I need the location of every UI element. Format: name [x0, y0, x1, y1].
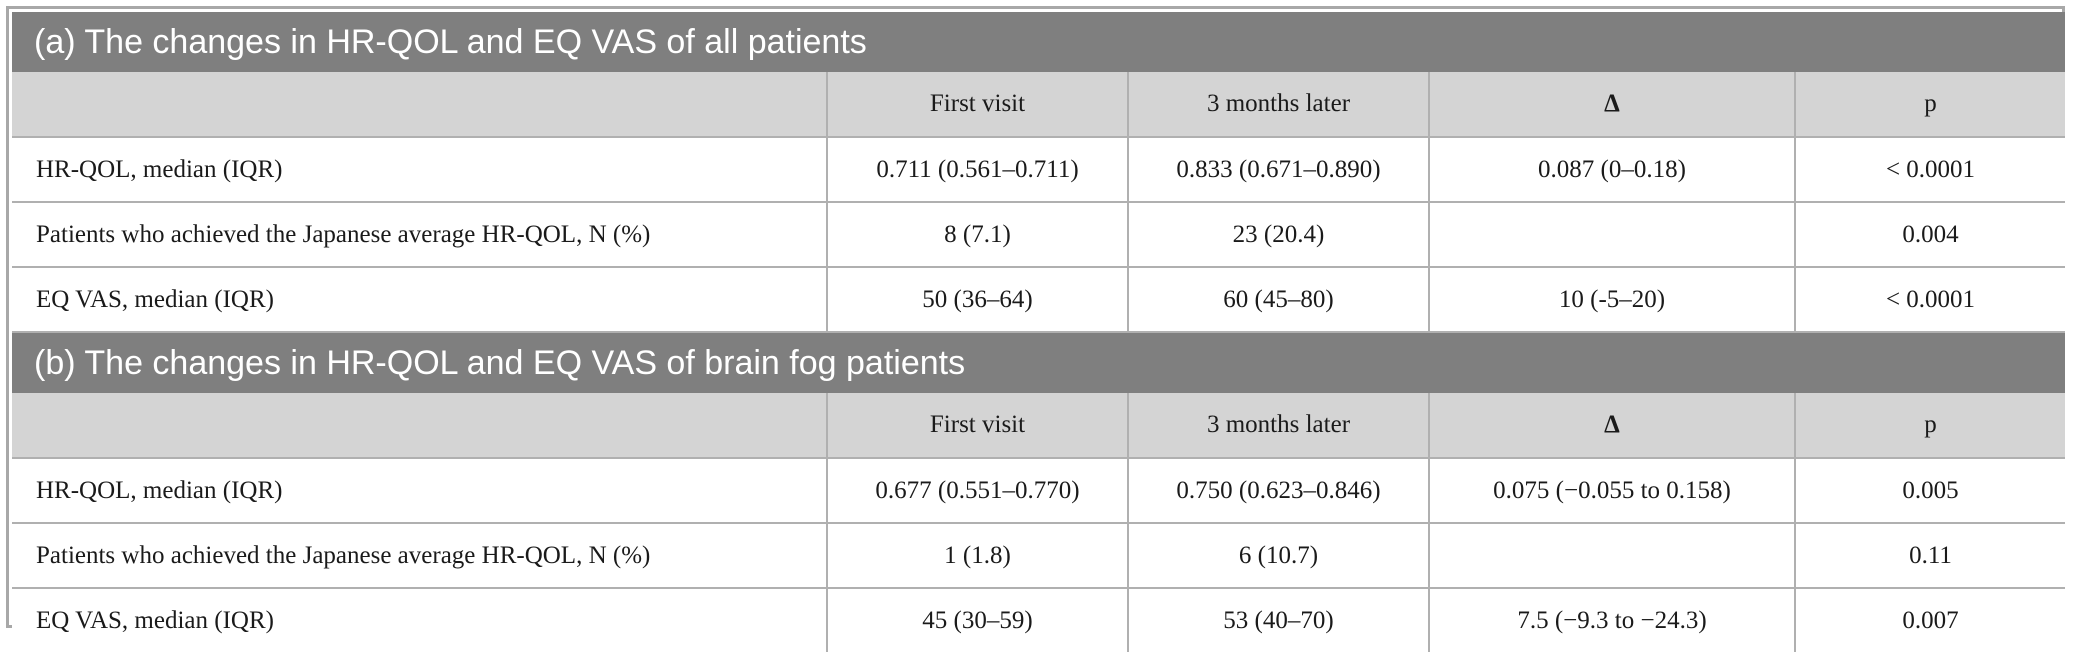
section-a-header-row: First visit 3 months later Δ p: [12, 72, 2066, 138]
row-label: Patients who achieved the Japanese avera…: [12, 202, 828, 268]
column-header: [12, 393, 828, 459]
column-header-3-months: 3 months later: [1128, 393, 1430, 459]
results-table: (a) The changes in HR-QOL and EQ VAS of …: [12, 12, 2066, 652]
row-label: HR-QOL, median (IQR): [12, 137, 828, 203]
section-a-title-row: (a) The changes in HR-QOL and EQ VAS of …: [12, 12, 2066, 72]
table-cell: 6 (10.7): [1128, 523, 1430, 589]
table-row: EQ VAS, median (IQR) 45 (30–59) 53 (40–7…: [12, 588, 2066, 652]
table-cell: 7.5 (−9.3 to −24.3): [1429, 588, 1796, 652]
table-cell: 0.007: [1795, 588, 2066, 652]
table-cell: 10 (-5–20): [1429, 267, 1796, 333]
table-frame: (a) The changes in HR-QOL and EQ VAS of …: [6, 6, 2066, 652]
table-cell: 0.11: [1795, 523, 2066, 589]
column-header-delta: Δ: [1429, 393, 1796, 459]
table-cell: < 0.0001: [1795, 137, 2066, 203]
table-cell: < 0.0001: [1795, 267, 2066, 333]
table-cell: [1429, 523, 1796, 589]
column-header-delta: Δ: [1429, 72, 1796, 138]
table-cell: 0.087 (0–0.18): [1429, 137, 1796, 203]
table-row: EQ VAS, median (IQR) 50 (36–64) 60 (45–8…: [12, 267, 2066, 333]
table-row: HR-QOL, median (IQR) 0.677 (0.551–0.770)…: [12, 458, 2066, 524]
column-header-3-months: 3 months later: [1128, 72, 1430, 138]
section-title: (b) The changes in HR-QOL and EQ VAS of …: [12, 332, 2066, 393]
table-cell: 0.711 (0.561–0.711): [827, 137, 1129, 203]
section-title: (a) The changes in HR-QOL and EQ VAS of …: [12, 12, 2066, 72]
table-cell: 0.005: [1795, 458, 2066, 524]
table-cell: 23 (20.4): [1128, 202, 1430, 268]
table-cell: 0.075 (−0.055 to 0.158): [1429, 458, 1796, 524]
table-row: HR-QOL, median (IQR) 0.711 (0.561–0.711)…: [12, 137, 2066, 203]
table-cell: 0.750 (0.623–0.846): [1128, 458, 1430, 524]
column-header-first-visit: First visit: [827, 393, 1129, 459]
table-row: Patients who achieved the Japanese avera…: [12, 523, 2066, 589]
table-cell: 53 (40–70): [1128, 588, 1430, 652]
row-label: EQ VAS, median (IQR): [12, 588, 828, 652]
table-row: Patients who achieved the Japanese avera…: [12, 202, 2066, 268]
table-cell: 60 (45–80): [1128, 267, 1430, 333]
table-cell: 0.004: [1795, 202, 2066, 268]
row-label: Patients who achieved the Japanese avera…: [12, 523, 828, 589]
table-cell: 8 (7.1): [827, 202, 1129, 268]
table-cell: 0.833 (0.671–0.890): [1128, 137, 1430, 203]
table-cell: 0.677 (0.551–0.770): [827, 458, 1129, 524]
section-b-header-row: First visit 3 months later Δ p: [12, 393, 2066, 459]
table-cell: 50 (36–64): [827, 267, 1129, 333]
table-cell: 45 (30–59): [827, 588, 1129, 652]
table-cell: 1 (1.8): [827, 523, 1129, 589]
row-label: HR-QOL, median (IQR): [12, 458, 828, 524]
column-header-p: p: [1795, 393, 2066, 459]
column-header-p: p: [1795, 72, 2066, 138]
table-cell: [1429, 202, 1796, 268]
row-label: EQ VAS, median (IQR): [12, 267, 828, 333]
column-header-first-visit: First visit: [827, 72, 1129, 138]
section-b-title-row: (b) The changes in HR-QOL and EQ VAS of …: [12, 332, 2066, 393]
column-header: [12, 72, 828, 138]
